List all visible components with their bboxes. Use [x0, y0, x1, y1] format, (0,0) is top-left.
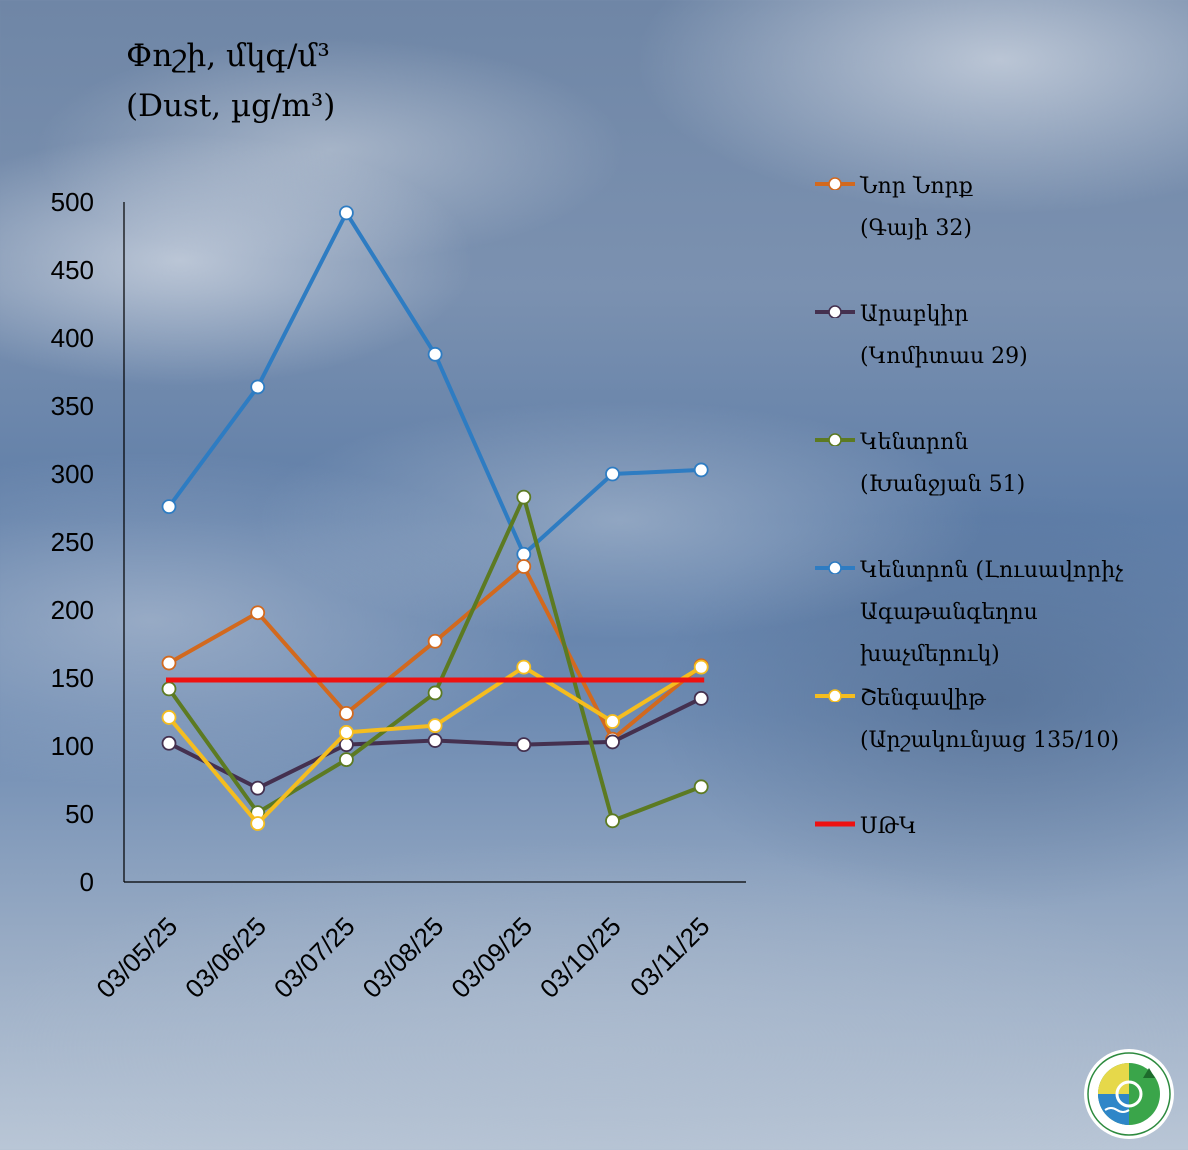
- data-point: [693, 779, 709, 795]
- y-tick-label: 200: [51, 595, 94, 625]
- legend-marker-shengavit: [815, 689, 855, 702]
- data-point: [427, 346, 443, 362]
- y-tick-labels: 0 50 100 150 200 250 300 350 400 450 500: [51, 187, 94, 897]
- legend-marker-kentron-lusavorich: [815, 561, 855, 574]
- legend-point: [828, 561, 842, 574]
- data-point: [338, 705, 354, 721]
- data-point: [516, 559, 532, 574]
- x-tick-labels: 03/05/2503/06/2503/07/2503/08/2503/09/25…: [90, 911, 715, 1004]
- data-point: [605, 466, 620, 482]
- data-point: [516, 737, 532, 753]
- data-point: [693, 691, 709, 706]
- y-tick-label: 500: [51, 187, 94, 217]
- y-tick-label: 150: [51, 663, 94, 693]
- series-line: [167, 210, 704, 557]
- data-point: [516, 659, 532, 675]
- data-point: [161, 710, 177, 725]
- legend-label-shengavit: Շենգավիթ (Արշակունյաց 135/10): [860, 686, 1120, 753]
- data-point: [338, 205, 354, 221]
- legend-label-arabkir: Արաբկիր (Կոմիտաս 29): [860, 302, 1028, 369]
- legend-label-kentron-khanjyan: Կենտրոն (Խանջյան 51): [860, 430, 1026, 497]
- data-point: [338, 737, 354, 753]
- data-point: [250, 379, 266, 395]
- data-point: [427, 718, 443, 733]
- data-point: [161, 499, 177, 515]
- series-line: [167, 564, 704, 742]
- data-point: [250, 816, 266, 831]
- data-point: [693, 462, 709, 478]
- data-point: [250, 780, 266, 796]
- x-tick-label: 03/06/25: [179, 911, 272, 1004]
- y-axis-title: Փոշի, մկգ/մ³: [126, 38, 330, 74]
- data-point: [161, 681, 177, 697]
- legend-label-nor-nork: Նոր Նորք (Գայի 32): [860, 174, 973, 241]
- data-point: [693, 659, 709, 675]
- y-tick-label: 300: [51, 459, 94, 489]
- y-tick-label: 50: [65, 799, 94, 829]
- data-point: [516, 546, 532, 562]
- data-point: [516, 489, 532, 505]
- y-tick-label: 250: [51, 527, 94, 557]
- x-tick-label: 03/09/25: [445, 911, 538, 1004]
- series-layer: [161, 205, 709, 831]
- data-point: [427, 685, 443, 701]
- y-tick-label: 400: [51, 323, 94, 353]
- organization-logo: [1084, 1049, 1174, 1139]
- legend-point: [828, 305, 842, 318]
- x-tick-label: 03/07/25: [268, 911, 361, 1004]
- legend-marker-nor-nork: [815, 177, 855, 190]
- data-point: [605, 813, 620, 829]
- series-line: [167, 495, 704, 823]
- legend-label-reference-line: ՍԹԿ: [860, 814, 917, 839]
- data-point: [338, 725, 354, 740]
- data-point: [338, 752, 354, 767]
- legend-marker-kentron-khanjyan: [815, 433, 855, 446]
- y-tick-label: 0: [80, 867, 94, 897]
- legend-point: [828, 689, 842, 702]
- data-point: [161, 655, 177, 671]
- data-point: [427, 633, 443, 649]
- y-tick-label: 100: [51, 731, 94, 761]
- y-tick-label: 450: [51, 255, 94, 285]
- data-point: [161, 735, 177, 751]
- data-point: [250, 605, 266, 621]
- data-point: [427, 733, 443, 748]
- legend-marker-reference-line: [815, 821, 855, 827]
- y-axis-title-english: (Dust, µg/m³): [126, 88, 336, 124]
- data-point: [605, 714, 620, 729]
- legend-label-kentron-lusavorich: Կենտրոն (Լուսավորիչ Ագաթանգեղոս խաչմերու…: [860, 558, 1124, 667]
- legend-point: [828, 433, 842, 446]
- x-tick-label: 03/11/25: [624, 911, 715, 1002]
- x-tick-label: 03/05/25: [90, 911, 183, 1004]
- x-tick-label: 03/08/25: [357, 911, 450, 1004]
- x-tick-label: 03/10/25: [534, 911, 627, 1004]
- legend-point: [828, 177, 842, 190]
- legend-marker-arabkir: [815, 305, 855, 318]
- y-tick-label: 350: [51, 391, 94, 421]
- data-point: [605, 734, 620, 750]
